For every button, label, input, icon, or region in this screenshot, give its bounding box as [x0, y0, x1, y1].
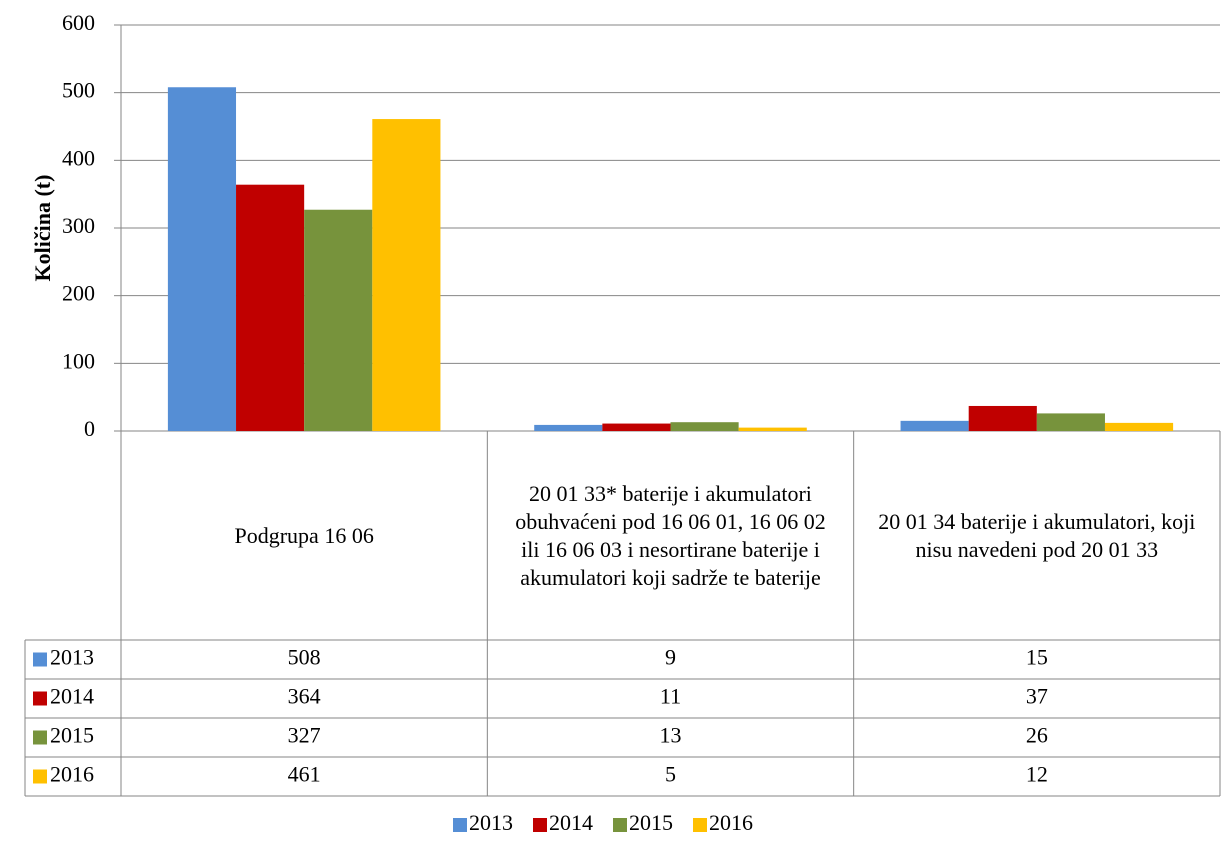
table-value: 13	[660, 723, 682, 748]
table-value: 11	[660, 684, 681, 709]
table-value: 26	[1026, 723, 1048, 748]
x-tick-label: 20 01 34 baterije i akumulatori, koji ni…	[878, 508, 1196, 562]
legend-key	[33, 691, 47, 706]
table-value: 12	[1026, 762, 1048, 787]
y-tick-label: 400	[62, 145, 95, 170]
y-axis-title: Količina (t)	[30, 175, 55, 282]
table-value: 9	[665, 645, 676, 670]
table-row-label: 2013	[50, 645, 94, 670]
legend-label: 2014	[549, 810, 593, 835]
y-tick-label: 200	[62, 281, 95, 306]
legend-label: 2016	[709, 810, 753, 835]
bar	[1036, 413, 1105, 431]
legend-key	[33, 769, 47, 784]
bar	[968, 405, 1037, 431]
bar	[236, 184, 305, 431]
bar	[372, 119, 441, 431]
legend-swatch	[693, 818, 707, 832]
legend-swatch	[453, 818, 467, 832]
legend-key	[33, 652, 47, 667]
bar	[304, 209, 373, 431]
legend-key	[33, 730, 47, 745]
table-value: 5	[665, 762, 676, 787]
y-tick-label: 0	[84, 416, 95, 441]
category-label-box: Podgrupa 16 06	[234, 522, 374, 548]
legend-swatch	[533, 818, 547, 832]
x-tick-label: 20 01 33* baterije i akumulatori obuhvać…	[515, 480, 826, 590]
bar	[670, 422, 739, 431]
table-value: 15	[1026, 645, 1048, 670]
table-value: 37	[1026, 684, 1048, 709]
legend-swatch	[613, 818, 627, 832]
category-label-box: 20 01 33* baterije i akumulatori obuhvać…	[515, 480, 826, 590]
bar	[1104, 422, 1174, 431]
bar	[900, 420, 969, 431]
bar	[534, 424, 603, 431]
table-value: 327	[288, 723, 321, 748]
y-tick-label: 500	[62, 78, 95, 103]
table-value: 364	[288, 684, 321, 709]
legend-label: 2013	[469, 810, 513, 835]
legend-label: 2015	[629, 810, 673, 835]
bar	[602, 423, 671, 431]
table-value: 461	[288, 762, 321, 787]
table-row-label: 2014	[50, 684, 94, 709]
bar	[738, 427, 807, 431]
table-row-label: 2015	[50, 723, 94, 748]
y-tick-label: 100	[62, 348, 95, 373]
table-value: 508	[288, 645, 321, 670]
y-tick-label: 300	[62, 213, 95, 238]
bar	[167, 87, 237, 432]
category-label-box: 20 01 34 baterije i akumulatori, koji ni…	[878, 508, 1196, 562]
x-tick-label: Podgrupa 16 06	[234, 522, 374, 548]
table-row-label: 2016	[50, 762, 94, 787]
y-tick-label: 600	[62, 10, 95, 35]
